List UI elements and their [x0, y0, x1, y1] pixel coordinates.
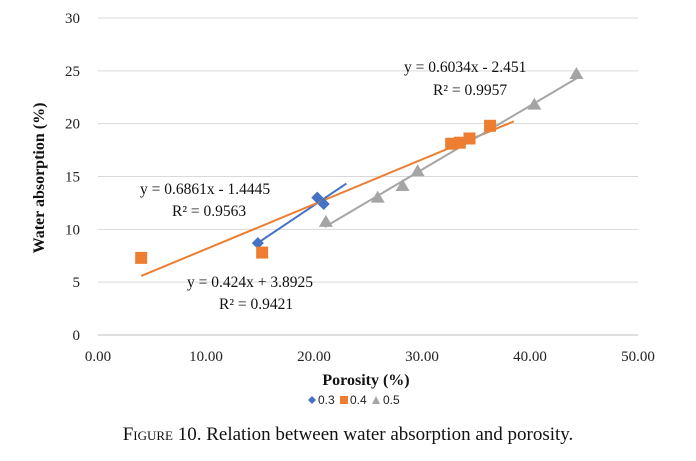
y-tick-label: 10	[65, 222, 80, 238]
data-point-0.3	[251, 237, 264, 250]
data-point-0.4	[484, 119, 497, 132]
data-points	[135, 67, 584, 264]
data-point-0.3	[311, 191, 324, 204]
y-tick-label: 20	[65, 117, 80, 133]
y-tick-label: 30	[65, 11, 80, 27]
legend-label-0.4: 0.4	[350, 393, 367, 407]
legend-marker-triangle	[372, 396, 380, 404]
trendline-equation-0.3: y = 0.6861x - 1.4445	[140, 181, 270, 198]
caption-text: Relation between water absorption and po…	[201, 424, 574, 445]
data-point-0.4	[135, 251, 148, 264]
y-tick-label: 5	[73, 275, 81, 291]
data-point-0.5	[370, 190, 385, 203]
y-tick-label: 0	[73, 328, 81, 344]
data-point-0.4	[256, 246, 269, 259]
x-tick-label: 30.00	[405, 349, 439, 365]
x-tick-label: 10.00	[189, 349, 223, 365]
trendline-equation-0.5: y = 0.6034x - 2.451	[404, 59, 526, 76]
legend-label-0.5: 0.5	[383, 393, 400, 407]
x-tick-label: 0.00	[85, 349, 111, 365]
trendline-r2-0.5: R² = 0.9957	[433, 82, 507, 99]
data-point-0.5	[318, 214, 333, 227]
data-point-0.5	[395, 179, 410, 192]
gridlines	[98, 17, 638, 336]
trendline-equation-0.4: y = 0.424x + 3.8925	[187, 274, 313, 291]
legend-marker-diamond	[308, 396, 316, 404]
data-point-0.5	[410, 164, 425, 177]
trendline-r2-0.4: R² = 0.9421	[219, 296, 293, 313]
data-point-0.3	[317, 197, 330, 210]
data-point-0.4	[463, 132, 476, 145]
data-point-0.5	[527, 97, 542, 110]
x-tick-label: 20.00	[297, 349, 331, 365]
legend-marker-square	[340, 396, 348, 404]
chart: 0 5 10 15 20 25 30 0.00 10.00 20.00 30.00 40.00 50.0…	[31, 11, 655, 407]
x-tick-label: 40.00	[513, 349, 547, 365]
data-point-0.5	[569, 67, 584, 80]
trendline-0.3	[257, 182, 347, 244]
y-axis-title: Water absorption (%)	[31, 103, 48, 254]
y-tick-label: 15	[65, 170, 80, 186]
trendline-r2-0.3: R² = 0.9563	[172, 203, 246, 220]
x-axis-title: Porosity (%)	[322, 372, 409, 389]
figure-caption: Figure 10. Relation between water absorp…	[0, 424, 696, 446]
y-tick-label: 25	[65, 64, 80, 80]
x-tick-label: 50.00	[621, 349, 655, 365]
tick-labels: 0 5 10 15 20 25 30 0.00 10.00 20.00 30.00 40.00 50.0…	[65, 11, 655, 365]
figure-label: Figure 10.	[122, 424, 202, 445]
legend-label-0.3: 0.3	[318, 393, 335, 407]
legend: 0.3 0.4 0.5	[308, 393, 400, 407]
trendline-0.5	[324, 76, 580, 228]
data-point-0.4	[453, 136, 466, 149]
